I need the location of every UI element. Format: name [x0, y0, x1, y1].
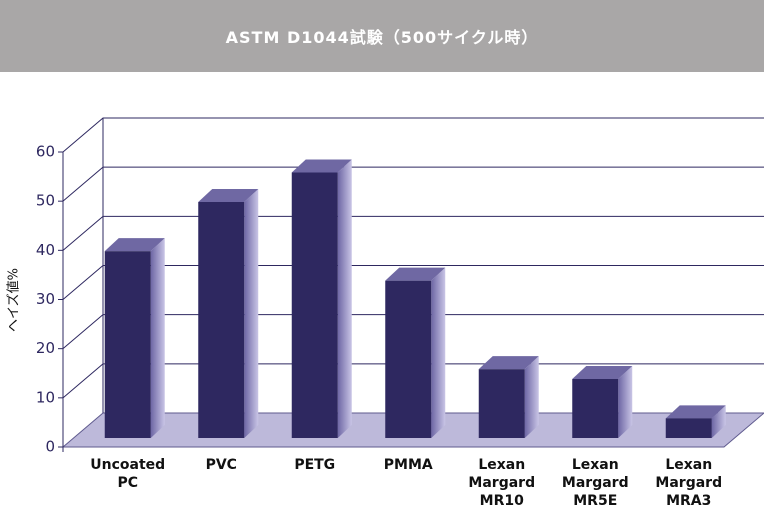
- bar-top: [572, 366, 633, 379]
- grid-line: [62, 117, 764, 153]
- y-tick-label: 50: [36, 192, 55, 210]
- x-tick-label: Lexan Margard MR5E: [561, 457, 629, 509]
- bar: [291, 172, 338, 438]
- bar-side: [431, 267, 446, 438]
- x-tick-label: Lexan Margard MRA3: [655, 457, 723, 509]
- y-tick-label: 0: [45, 438, 55, 456]
- bar-side: [244, 189, 259, 438]
- y-axis-label: ヘイズ値%: [6, 268, 22, 332]
- x-tick-label: Lexan Margard MR10: [468, 457, 536, 509]
- x-tick-label: PVC: [205, 457, 237, 473]
- grid-line: [62, 363, 764, 399]
- bar-side: [337, 159, 352, 438]
- bar: [572, 379, 619, 438]
- bar: [385, 280, 432, 438]
- y-tick-label: 20: [36, 339, 55, 357]
- grid-line: [62, 166, 764, 202]
- bar: [478, 369, 525, 438]
- bar-top: [478, 356, 539, 370]
- bar: [198, 202, 245, 438]
- y-tick-label: 30: [36, 290, 55, 308]
- bar-side: [150, 238, 165, 438]
- grid-line: [62, 265, 764, 300]
- x-tick-label: PETG: [294, 457, 336, 473]
- bar-top: [291, 159, 352, 173]
- bar: [665, 418, 712, 438]
- x-tick-label: Uncoated PC: [90, 457, 166, 491]
- y-tick-label: 60: [36, 143, 55, 161]
- bar-side: [618, 366, 633, 438]
- bar-side: [524, 356, 539, 438]
- x-tick-label: PMMA: [383, 457, 433, 473]
- bar-top: [385, 267, 446, 281]
- bar-top: [665, 405, 726, 419]
- y-tick-label: 40: [36, 241, 55, 259]
- grid-line: [62, 215, 764, 251]
- bar-side: [711, 405, 726, 438]
- y-tick-label: 10: [36, 388, 55, 406]
- chart-title: ASTM D1044試験（500サイクル時）: [0, 0, 764, 72]
- bar-top: [198, 189, 259, 202]
- grid-line: [62, 314, 764, 350]
- bar: [104, 251, 151, 438]
- bar-top: [104, 238, 165, 252]
